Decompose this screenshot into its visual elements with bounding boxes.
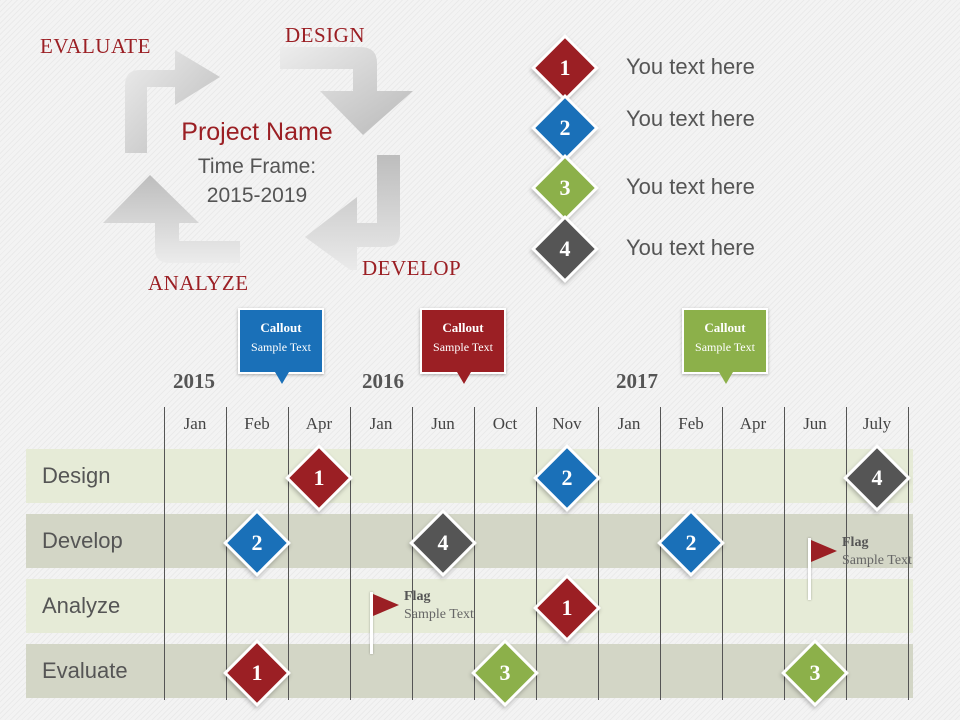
month-label: Feb	[244, 414, 270, 433]
gridline	[350, 407, 351, 700]
milestone-evaluate-2-number: 3	[499, 660, 511, 685]
legend-text-3: You text here	[626, 174, 755, 199]
milestone-design-3-number: 4	[871, 465, 883, 490]
callout-pointer	[457, 372, 471, 384]
gridline	[164, 407, 165, 700]
callout-3: Callout Sample Text	[682, 308, 768, 384]
year-label-2017: 2017	[616, 369, 658, 393]
cycle-arrows	[103, 47, 413, 270]
row-label: Develop	[42, 528, 123, 553]
gridline	[660, 407, 661, 700]
gridline	[598, 407, 599, 700]
callout-subtitle: Sample Text	[433, 340, 493, 354]
timeframe-label: Time Frame:	[197, 155, 317, 178]
legend-text-2: You text here	[626, 106, 755, 131]
gridline	[784, 407, 785, 700]
cycle-label-evaluate: EVALUATE	[40, 34, 151, 58]
flag-pole	[370, 592, 373, 654]
gridline	[226, 407, 227, 700]
gridline	[288, 407, 289, 700]
milestone-design-2-number: 2	[561, 465, 573, 490]
year-label-2016: 2016	[362, 369, 404, 393]
flag-subtitle: Sample Text	[842, 553, 912, 568]
flag-icon	[373, 594, 399, 616]
flag-title: Flag	[404, 589, 431, 604]
callout-pointer	[275, 372, 289, 384]
year-label-2015: 2015	[173, 369, 215, 393]
gridline	[722, 407, 723, 700]
timeline-row-evaluate	[26, 644, 913, 698]
callout-pointer	[719, 372, 733, 384]
legend-diamond-4-number: 4	[559, 236, 571, 261]
legend-diamond-1-number: 1	[559, 55, 571, 80]
flag-icon	[811, 540, 837, 562]
month-label: Jan	[183, 414, 207, 433]
gridline	[908, 407, 909, 700]
month-label: Jan	[369, 414, 393, 433]
callout-1: Callout Sample Text	[238, 308, 324, 384]
gridline	[846, 407, 847, 700]
timeline-row-design	[26, 449, 913, 503]
month-label: Jan	[617, 414, 641, 433]
legend-text-4: You text here	[626, 235, 755, 260]
cycle-label-design: DESIGN	[285, 23, 365, 47]
legend-text-1: You text here	[626, 54, 755, 79]
arrow-analyze-to-evaluate	[103, 175, 240, 263]
timeframe-range: 2015-2019	[206, 184, 308, 207]
arrow-design-to-develop	[280, 47, 413, 135]
cycle-label-develop: DEVELOP	[362, 256, 462, 280]
gridline	[412, 407, 413, 700]
milestone-evaluate-1-number: 1	[251, 660, 263, 685]
month-label: July	[862, 414, 892, 433]
arrow-evaluate-to-design	[125, 50, 220, 153]
row-label: Evaluate	[42, 658, 128, 683]
row-label: Analyze	[42, 593, 121, 618]
gridline	[536, 407, 537, 700]
flag-title: Flag	[842, 535, 869, 550]
legend-diamond-3-number: 3	[559, 175, 571, 200]
milestone-analyze-1-number: 1	[561, 595, 573, 620]
milestone-develop-1-number: 2	[251, 530, 263, 555]
month-label: Jun	[431, 414, 455, 433]
milestone-evaluate-3-number: 3	[809, 660, 821, 685]
timeframe: Time Frame: 2015-2019	[172, 152, 342, 210]
callout-2: Callout Sample Text	[420, 308, 506, 384]
callout-title: Callout	[260, 320, 302, 335]
callout-title: Callout	[704, 320, 746, 335]
cycle-label-analyze: ANALYZE	[148, 271, 249, 295]
month-label: Oct	[492, 414, 518, 433]
milestone-design-1-number: 1	[313, 465, 325, 490]
callout-subtitle: Sample Text	[695, 340, 755, 354]
month-label: Feb	[678, 414, 704, 433]
month-label: Jun	[803, 414, 827, 433]
timeline-row-analyze	[26, 579, 913, 633]
row-label: Design	[42, 463, 111, 488]
month-label: Apr	[739, 414, 767, 433]
milestone-develop-2-number: 4	[437, 530, 449, 555]
gridline	[474, 407, 475, 700]
milestone-develop-3-number: 2	[685, 530, 697, 555]
legend-diamond-2-number: 2	[559, 115, 571, 140]
project-name: Project Name	[181, 118, 333, 146]
callout-subtitle: Sample Text	[251, 340, 311, 354]
month-label: Apr	[305, 414, 333, 433]
arrow-develop-to-analyze	[305, 155, 400, 270]
flag-subtitle: Sample Text	[404, 607, 474, 622]
month-label: Nov	[552, 414, 582, 433]
flag-pole	[808, 538, 811, 600]
callout-title: Callout	[442, 320, 484, 335]
